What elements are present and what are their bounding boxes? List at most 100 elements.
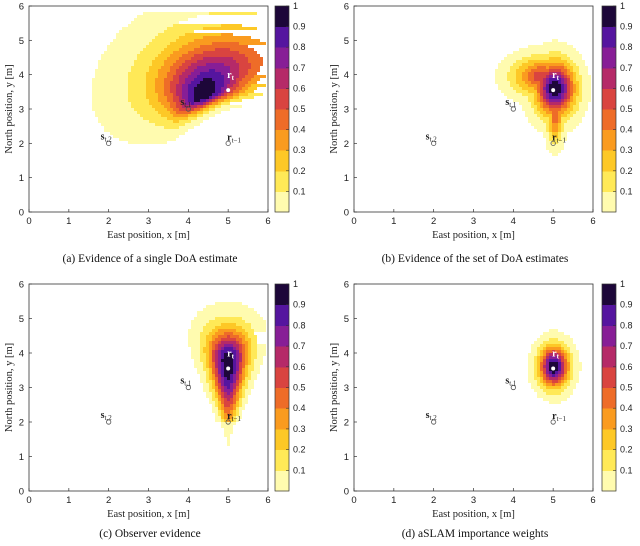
heat-cell — [203, 36, 251, 39]
heat-cell — [161, 114, 173, 117]
heat-cell — [200, 72, 221, 75]
colorbar-tick-label: 0.4 — [620, 403, 633, 413]
heat-cell — [215, 374, 218, 377]
heat-cell — [537, 93, 540, 96]
heat-cell — [221, 341, 236, 344]
heat-cell — [546, 377, 549, 380]
colorbar-swatch — [602, 36, 616, 41]
heat-cell — [230, 69, 239, 72]
heat-cell — [164, 48, 179, 51]
colorbar-swatch — [275, 373, 289, 378]
heat-cell — [206, 392, 212, 395]
x-tick-label: 2 — [431, 495, 436, 506]
heat-cell — [549, 57, 561, 60]
heat-cell — [179, 81, 185, 84]
heat-cell — [209, 108, 215, 111]
panel-caption: (a) Evidence of a single DoA estimate — [63, 253, 238, 265]
heat-cell — [194, 99, 200, 102]
heat-cell — [104, 51, 140, 54]
heat-cell — [236, 401, 239, 404]
heat-cell — [224, 434, 230, 437]
heat-cell — [549, 96, 561, 99]
heat-cell — [221, 96, 227, 99]
heat-cell — [92, 99, 128, 102]
heat-cell — [239, 383, 242, 386]
heat-cell — [191, 57, 203, 60]
heat-cell — [230, 72, 239, 75]
heat-cell — [531, 105, 537, 108]
heat-cell — [170, 102, 176, 105]
heat-cell — [579, 93, 582, 96]
heat-cell — [549, 105, 561, 108]
heat-cell — [540, 386, 546, 389]
heat-cell — [531, 102, 534, 105]
heat-cell — [149, 69, 158, 72]
heat-cell — [134, 60, 152, 63]
heat-cell — [543, 332, 564, 335]
heat-cell — [164, 126, 179, 129]
heat-cell — [227, 398, 230, 401]
heat-cell — [242, 389, 245, 392]
heat-cell — [224, 81, 230, 84]
heat-cell — [531, 344, 540, 347]
heat-cell — [239, 368, 242, 371]
colorbar-swatch — [602, 370, 616, 375]
colorbar-swatch — [275, 105, 289, 110]
heat-cell — [236, 410, 239, 413]
heat-cell — [224, 416, 233, 419]
colorbar-swatch — [275, 473, 289, 478]
colorbar-tick-label: 0.8 — [293, 320, 306, 330]
heat-cell — [513, 99, 528, 102]
colorbar-tick-label: 0.3 — [293, 424, 306, 434]
heat-cell — [164, 93, 173, 96]
colorbar-swatch — [275, 16, 289, 21]
heat-cell — [212, 380, 215, 383]
heat-cell — [245, 377, 251, 380]
colorbar-swatch — [602, 57, 616, 62]
heat-cell — [540, 368, 543, 371]
heat-cell — [570, 87, 573, 90]
heat-cell — [242, 368, 245, 371]
colorbar-swatch — [275, 187, 289, 192]
heat-cell — [534, 389, 543, 392]
heat-cell — [573, 365, 582, 368]
heat-cell — [519, 48, 576, 51]
colorbar-swatch — [602, 328, 616, 333]
heat-cell — [561, 359, 564, 362]
heat-cell — [200, 380, 206, 383]
heat-cell — [170, 42, 188, 45]
heat-cell — [528, 371, 534, 374]
heat-cell — [206, 353, 209, 356]
colorbar-tick-label: 0.5 — [293, 383, 306, 393]
heat-cell — [552, 81, 558, 84]
heat-cell — [537, 380, 540, 383]
heat-cell — [242, 344, 245, 347]
heat-cell — [570, 359, 573, 362]
heat-cell — [191, 120, 203, 123]
heat-cell — [215, 380, 218, 383]
colorbar-swatch — [602, 311, 616, 316]
point-symbol: s — [180, 97, 184, 108]
heat-cell — [522, 87, 534, 90]
colorbar-swatch — [602, 470, 616, 475]
heat-cell — [552, 129, 558, 132]
colorbar-swatch — [602, 459, 616, 464]
heat-cell — [236, 386, 239, 389]
heat-cell — [221, 419, 224, 422]
heat-cell — [173, 24, 221, 27]
heat-cell — [206, 305, 248, 308]
heat-cell — [552, 117, 558, 120]
heat-cell — [549, 356, 558, 359]
colorbar-swatch — [602, 422, 616, 426]
heat-cell — [197, 75, 224, 78]
heat-cell — [215, 338, 221, 341]
colorbar-swatch — [602, 484, 616, 489]
heat-cell — [92, 84, 128, 87]
heat-cell — [188, 117, 197, 120]
heat-cell — [531, 383, 537, 386]
heat-cell — [239, 398, 242, 401]
heat-cell — [203, 308, 254, 311]
colorbar-swatch — [602, 143, 616, 148]
heat-cell — [158, 69, 170, 72]
